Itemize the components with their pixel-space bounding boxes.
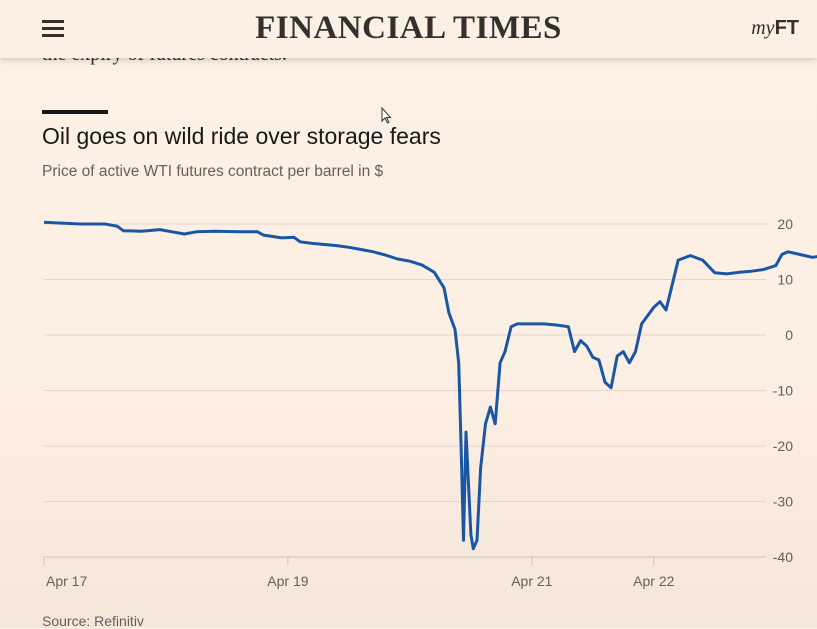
myft-link[interactable]: myFT <box>751 17 799 40</box>
chart-source: Source: Refinitiv <box>42 613 144 629</box>
x-tick-label: Apr 22 <box>633 573 674 589</box>
x-tick-label: Apr 19 <box>267 573 308 589</box>
y-tick-label: -40 <box>773 549 793 565</box>
y-tick-label: 0 <box>785 327 793 343</box>
x-tick-label: Apr 17 <box>46 573 87 589</box>
chart-subtitle: Price of active WTI futures contract per… <box>42 163 384 180</box>
y-tick-label: -20 <box>773 438 793 454</box>
myft-my: my <box>751 17 775 39</box>
chart-top-rule <box>42 110 108 114</box>
mouse-pointer-icon <box>381 107 392 124</box>
chart-title: Oil goes on wild ride over storage fears <box>42 123 441 149</box>
y-tick-label: 20 <box>777 216 793 232</box>
brand-logo[interactable]: FINANCIAL TIMES <box>255 10 562 46</box>
myft-ft: FT <box>774 17 799 39</box>
x-tick-label: Apr 21 <box>511 573 552 589</box>
wti-price-line <box>43 220 817 551</box>
top-bar: FINANCIAL TIMES myFT <box>0 0 817 58</box>
hamburger-menu-icon[interactable] <box>42 20 64 38</box>
y-tick-label: -30 <box>773 494 793 510</box>
y-tick-label: -10 <box>773 383 793 399</box>
y-tick-label: 10 <box>777 272 793 288</box>
